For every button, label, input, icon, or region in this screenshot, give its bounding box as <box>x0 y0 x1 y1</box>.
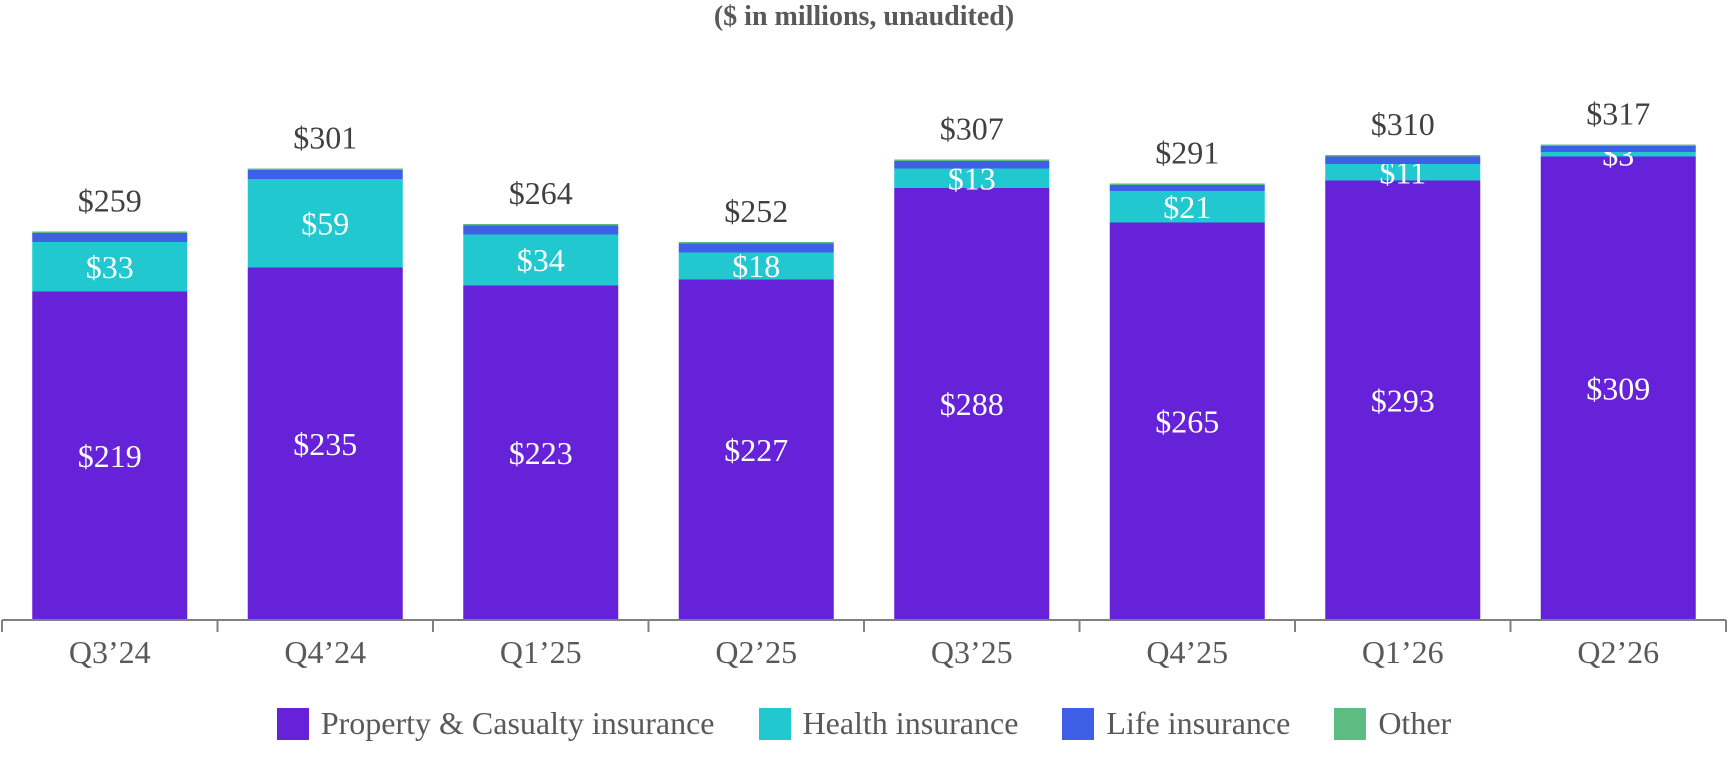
x-tick-label-1: Q4’24 <box>284 634 366 670</box>
bar-segment-life-insurance-7 <box>1540 146 1696 152</box>
segment-label-property-casualty-4: $288 <box>940 386 1004 422</box>
total-label-5: $291 <box>1155 135 1219 171</box>
bar-segment-life-insurance-6 <box>1325 156 1481 164</box>
bar-segment-other-6 <box>1325 155 1481 157</box>
bar-segment-property-casualty-insurance-7 <box>1540 156 1696 620</box>
segment-label-health-5: $21 <box>1163 189 1211 225</box>
bar-segment-property-casualty-insurance-1 <box>247 267 403 620</box>
bar-segment-health-insurance-5 <box>1109 191 1265 223</box>
legend-label-health: Health insurance <box>802 705 1019 741</box>
segment-label-property-casualty-6: $293 <box>1371 382 1435 418</box>
bar-segment-health-insurance-7 <box>1540 152 1696 157</box>
segment-label-property-casualty-7: $309 <box>1586 370 1650 406</box>
legend-item-property-casualty: Property & Casualty insurance <box>276 705 715 742</box>
stacked-bar-chart: $219 $33 $259 Q3’24 $235 $59 $301 Q4’24 $223 $34 $… <box>1 96 1727 670</box>
segment-label-health-2: $34 <box>517 242 565 278</box>
total-label-4: $307 <box>940 111 1004 147</box>
total-label-0: $259 <box>78 183 142 219</box>
bar-segment-property-casualty-insurance-6 <box>1325 180 1481 620</box>
total-label-1: $301 <box>293 120 357 156</box>
bar-segment-property-casualty-insurance-0 <box>32 291 188 620</box>
segment-label-property-casualty-5: $265 <box>1155 403 1219 439</box>
bar-segment-health-insurance-1 <box>247 179 403 268</box>
bar-segment-health-insurance-0 <box>32 242 188 292</box>
legend-item-life: Life insurance <box>1062 705 1290 742</box>
bar-segment-life-insurance-1 <box>247 170 403 179</box>
total-label-3: $252 <box>724 193 788 229</box>
legend-label-other: Other <box>1378 705 1452 741</box>
segment-label-property-casualty-3: $227 <box>724 432 788 468</box>
x-tick-label-4: Q3’25 <box>931 634 1013 670</box>
total-label-6: $310 <box>1371 106 1435 142</box>
bar-segment-other-2 <box>463 224 619 226</box>
bar-segment-property-casualty-insurance-2 <box>463 285 619 620</box>
segment-label-health-1: $59 <box>301 205 349 241</box>
segment-label-property-casualty-2: $223 <box>509 435 573 471</box>
bar-segment-property-casualty-insurance-5 <box>1109 222 1265 620</box>
chart-subtitle: ($ in millions, unaudited) <box>713 1 1015 32</box>
legend-item-other: Other <box>1334 705 1451 742</box>
chart-legend: Property & Casualty insurance Health ins… <box>0 705 1728 742</box>
bar-segment-health-insurance-2 <box>463 234 619 286</box>
legend-swatch-life <box>1062 707 1095 740</box>
bar-segment-property-casualty-insurance-4 <box>894 188 1050 620</box>
x-tick-label-3: Q2’25 <box>715 634 797 670</box>
x-tick-label-5: Q4’25 <box>1146 634 1228 670</box>
bar-segment-property-casualty-insurance-3 <box>678 279 834 620</box>
bar-segment-life-insurance-5 <box>1109 185 1265 191</box>
legend-swatch-other <box>1334 707 1367 740</box>
bar-segment-other-5 <box>1109 183 1265 185</box>
segment-label-health-7: $3 <box>1602 136 1634 172</box>
legend-swatch-property-casualty <box>276 707 309 740</box>
bar-segment-other-4 <box>894 159 1050 161</box>
bar-segment-life-insurance-4 <box>894 161 1050 169</box>
bar-segment-health-insurance-3 <box>678 252 834 280</box>
segment-label-property-casualty-1: $235 <box>293 426 357 462</box>
legend-swatch-health <box>758 707 791 740</box>
legend-label-property-casualty: Property & Casualty insurance <box>320 705 715 741</box>
bar-segment-other-1 <box>247 168 403 170</box>
x-tick-label-6: Q1’26 <box>1362 634 1444 670</box>
total-label-2: $264 <box>509 175 573 211</box>
segment-label-health-3: $18 <box>732 248 780 284</box>
legend-item-health: Health insurance <box>758 705 1019 742</box>
x-tick-label-2: Q1’25 <box>500 634 582 670</box>
bar-segment-life-insurance-0 <box>32 233 188 242</box>
total-label-7: $317 <box>1586 96 1650 132</box>
bar-segment-health-insurance-6 <box>1325 164 1481 181</box>
legend-label-life: Life insurance <box>1106 705 1291 741</box>
x-tick-label-0: Q3’24 <box>69 634 151 670</box>
bar-segment-life-insurance-3 <box>678 243 834 253</box>
bar-segment-health-insurance-4 <box>894 168 1050 188</box>
bar-segment-other-7 <box>1540 144 1696 146</box>
segment-label-property-casualty-0: $219 <box>78 438 142 474</box>
bar-segment-other-3 <box>678 242 834 244</box>
segment-label-health-0: $33 <box>86 249 134 285</box>
bar-segment-other-0 <box>32 231 188 233</box>
x-tick-label-7: Q2’26 <box>1577 634 1659 670</box>
bar-segment-life-insurance-2 <box>463 225 619 235</box>
